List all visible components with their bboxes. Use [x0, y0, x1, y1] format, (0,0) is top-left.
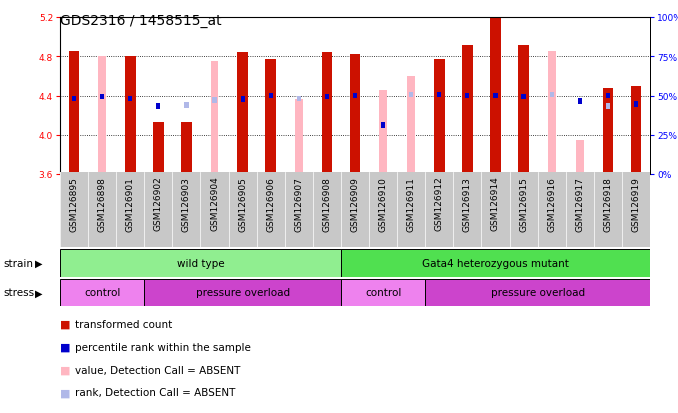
Text: GSM126910: GSM126910: [378, 176, 388, 231]
Bar: [631, 86, 641, 175]
Bar: [237, 53, 248, 175]
Bar: [268, 93, 273, 99]
Bar: [462, 46, 473, 175]
Bar: [60, 279, 144, 306]
Bar: [212, 98, 217, 104]
Text: transformed count: transformed count: [75, 319, 172, 329]
Text: ■: ■: [60, 365, 71, 375]
Bar: [409, 93, 414, 98]
Bar: [634, 102, 638, 108]
Bar: [550, 93, 554, 98]
Bar: [325, 94, 329, 100]
Text: GSM126914: GSM126914: [491, 176, 500, 231]
Bar: [407, 77, 415, 175]
Text: ■: ■: [60, 319, 71, 329]
Bar: [490, 19, 501, 175]
Bar: [379, 90, 387, 175]
Text: wild type: wild type: [177, 259, 224, 268]
Text: GSM126908: GSM126908: [323, 176, 332, 231]
Bar: [605, 93, 610, 99]
Text: ■: ■: [60, 342, 71, 352]
Text: pressure overload: pressure overload: [195, 288, 290, 298]
Text: strain: strain: [3, 259, 33, 268]
Bar: [605, 104, 610, 110]
Text: value, Detection Call = ABSENT: value, Detection Call = ABSENT: [75, 365, 240, 375]
Bar: [68, 52, 79, 175]
Text: GSM126918: GSM126918: [603, 176, 612, 231]
Text: rank, Detection Call = ABSENT: rank, Detection Call = ABSENT: [75, 387, 235, 397]
Text: GSM126906: GSM126906: [266, 176, 275, 231]
Text: percentile rank within the sample: percentile rank within the sample: [75, 342, 251, 352]
Bar: [241, 97, 245, 103]
Bar: [578, 99, 582, 105]
Text: control: control: [365, 288, 401, 298]
Text: GSM126919: GSM126919: [631, 176, 641, 231]
Bar: [156, 104, 161, 110]
Bar: [125, 57, 136, 175]
Bar: [341, 279, 425, 306]
Bar: [265, 60, 276, 175]
Text: GSM126916: GSM126916: [547, 176, 556, 231]
Bar: [409, 93, 414, 98]
Bar: [521, 94, 525, 100]
Bar: [576, 140, 584, 175]
Text: GSM126898: GSM126898: [98, 176, 106, 231]
Text: GSM126905: GSM126905: [238, 176, 247, 231]
Text: ▶: ▶: [35, 259, 43, 268]
Bar: [437, 93, 441, 98]
Bar: [465, 93, 469, 99]
Text: GSM126915: GSM126915: [519, 176, 528, 231]
Text: GSM126913: GSM126913: [463, 176, 472, 231]
Text: GSM126904: GSM126904: [210, 176, 219, 231]
Bar: [321, 53, 332, 175]
Text: GSM126911: GSM126911: [407, 176, 416, 231]
Text: GSM126902: GSM126902: [154, 176, 163, 231]
Bar: [128, 96, 132, 102]
Text: GDS2316 / 1458515_at: GDS2316 / 1458515_at: [60, 14, 222, 28]
Text: ▶: ▶: [35, 288, 43, 298]
Text: GSM126895: GSM126895: [70, 176, 79, 231]
Bar: [350, 55, 360, 175]
Text: GSM126903: GSM126903: [182, 176, 191, 231]
Bar: [153, 123, 163, 175]
Text: control: control: [84, 288, 120, 298]
Bar: [434, 60, 445, 175]
Bar: [494, 93, 498, 99]
Text: stress: stress: [3, 288, 35, 298]
Bar: [184, 103, 188, 109]
Bar: [98, 57, 106, 175]
Text: GSM126912: GSM126912: [435, 176, 444, 231]
Bar: [353, 93, 357, 99]
Text: GSM126907: GSM126907: [294, 176, 303, 231]
Bar: [295, 100, 303, 175]
Bar: [518, 46, 529, 175]
Text: GSM126917: GSM126917: [575, 176, 584, 231]
Bar: [211, 62, 218, 175]
Bar: [548, 52, 555, 175]
Bar: [181, 123, 192, 175]
Bar: [381, 123, 385, 128]
Bar: [144, 279, 341, 306]
Bar: [603, 88, 613, 175]
Bar: [100, 94, 104, 100]
Bar: [341, 249, 650, 277]
Text: GSM126909: GSM126909: [351, 176, 359, 231]
Bar: [72, 96, 76, 102]
Text: Gata4 heterozygous mutant: Gata4 heterozygous mutant: [422, 259, 569, 268]
Text: pressure overload: pressure overload: [491, 288, 584, 298]
Bar: [60, 249, 341, 277]
Bar: [297, 96, 301, 102]
Text: GSM126901: GSM126901: [125, 176, 135, 231]
Text: ■: ■: [60, 387, 71, 397]
Bar: [425, 279, 650, 306]
